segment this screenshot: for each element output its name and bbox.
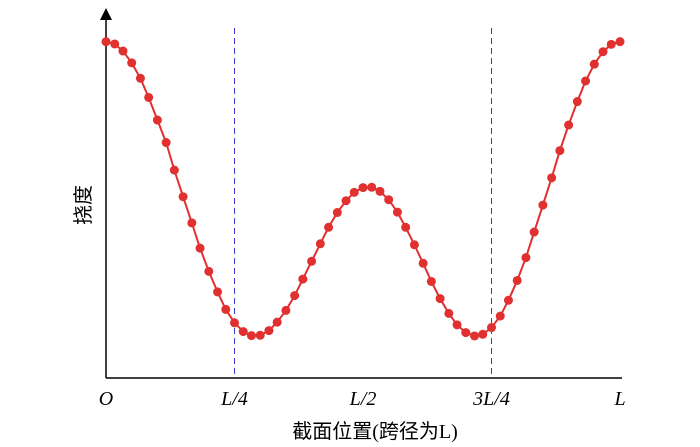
data-point — [521, 253, 531, 263]
data-point — [110, 39, 120, 49]
data-point — [503, 295, 513, 305]
data-point — [564, 120, 574, 130]
data-point — [375, 186, 385, 196]
data-point — [452, 320, 462, 330]
data-point — [589, 59, 599, 69]
data-point — [230, 318, 239, 328]
data-point — [598, 47, 608, 57]
data-point — [238, 327, 248, 337]
data-point — [409, 240, 419, 250]
data-point — [101, 37, 111, 47]
data-point — [512, 275, 522, 285]
x-axis-label: 截面位置(跨径为L) — [292, 420, 458, 443]
data-point — [349, 187, 359, 197]
data-point — [401, 222, 411, 232]
data-point — [204, 266, 214, 276]
data-point — [281, 305, 291, 315]
y-axis-label: 挠度 — [72, 185, 95, 225]
data-point — [418, 258, 428, 268]
data-point — [290, 291, 300, 301]
data-point — [272, 317, 282, 327]
data-point — [195, 243, 205, 253]
data-point — [332, 208, 342, 218]
data-point — [606, 39, 616, 49]
data-point — [169, 165, 179, 175]
data-point — [307, 256, 317, 266]
data-point — [127, 58, 137, 68]
data-point — [152, 115, 162, 125]
data-point — [298, 274, 308, 284]
data-point — [118, 46, 128, 56]
data-point — [264, 326, 274, 336]
x-tick-label: L — [613, 388, 625, 410]
data-point — [435, 294, 445, 304]
data-point — [358, 183, 368, 193]
data-point — [478, 329, 488, 339]
data-point — [538, 200, 548, 210]
data-point — [487, 323, 496, 333]
data-point — [470, 331, 480, 341]
data-point — [572, 97, 582, 107]
data-point — [392, 207, 402, 217]
data-point — [615, 37, 625, 47]
data-point — [444, 308, 454, 318]
data-point — [221, 304, 231, 314]
data-point — [495, 311, 505, 321]
data-point — [315, 239, 325, 249]
data-point — [367, 182, 377, 192]
x-tick-label: L/2 — [349, 388, 377, 410]
data-point — [581, 76, 591, 86]
data-point — [144, 92, 154, 102]
data-point — [135, 73, 145, 83]
data-point — [529, 227, 539, 237]
x-tick-label: 3L/4 — [472, 388, 510, 410]
data-point — [384, 195, 394, 205]
data-point — [178, 192, 188, 202]
data-point — [213, 287, 223, 297]
data-point — [461, 328, 471, 338]
data-point — [341, 196, 351, 206]
data-point — [555, 146, 565, 156]
x-tick-label: O — [99, 388, 113, 410]
data-point — [246, 331, 256, 341]
data-point — [426, 276, 436, 286]
data-point — [161, 138, 171, 148]
data-point — [255, 330, 265, 340]
x-tick-label: L/4 — [220, 388, 248, 410]
data-point — [547, 173, 557, 183]
data-point — [324, 222, 334, 232]
data-point — [187, 218, 197, 228]
